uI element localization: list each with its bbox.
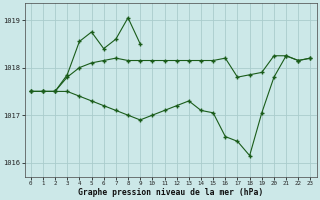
X-axis label: Graphe pression niveau de la mer (hPa): Graphe pression niveau de la mer (hPa) bbox=[78, 188, 263, 197]
